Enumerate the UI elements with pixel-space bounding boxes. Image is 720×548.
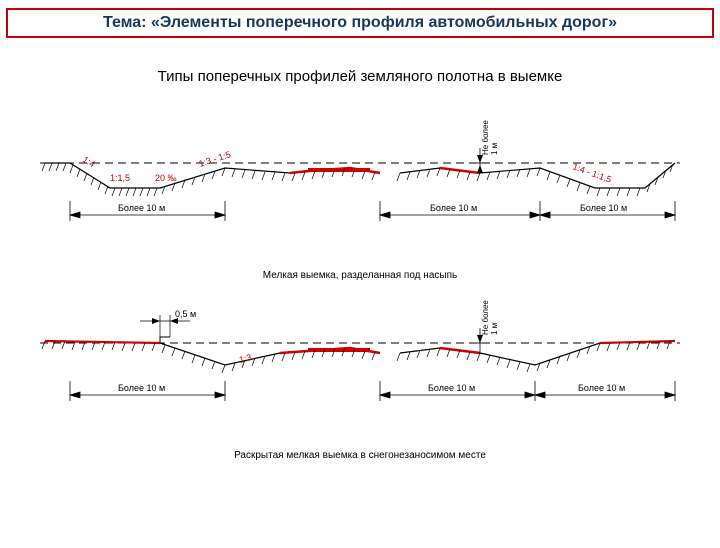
- section-title: Типы поперечных профилей земляного полот…: [35, 68, 685, 85]
- slope-label: 1:1,5: [110, 173, 130, 183]
- banner-text: Тема: «Элементы поперечного профиля авто…: [103, 14, 617, 31]
- caption-1: Мелкая выемка, разделанная под насыпь: [40, 270, 680, 281]
- dim-label: Более 10 м: [580, 203, 627, 213]
- slope-label: 1:3 - 1:5: [198, 149, 233, 169]
- diagram-1: 1:4 1:1,5 20 ‰ 1:3 - 1:5 1:4 - 1:1,5 Не …: [40, 113, 680, 263]
- slope-label: 20 ‰: [155, 173, 177, 183]
- caption-2: Раскрытая мелкая выемка в снегонезаносим…: [40, 450, 680, 461]
- vert-label: Не более: [481, 300, 490, 335]
- dim-label: Более 10 м: [578, 383, 625, 393]
- dim-label: Более 10 м: [430, 203, 477, 213]
- dim-label: Более 10 м: [118, 203, 165, 213]
- title-banner: Тема: «Элементы поперечного профиля авто…: [6, 8, 714, 38]
- vert-label: Не более: [481, 120, 490, 155]
- slope-label: 1:3: [238, 352, 253, 365]
- content-area: Типы поперечных профилей земляного полот…: [0, 38, 720, 443]
- dim-label: Более 10 м: [118, 383, 165, 393]
- dim-label: Более 10 м: [428, 383, 475, 393]
- top-dim: 0,5 м: [175, 309, 196, 319]
- diagram-2: 0,5 м 1:3 Не более 1 м Более 10 м Более: [40, 293, 680, 443]
- vert-label: 1 м: [490, 323, 499, 335]
- slope-label: 1:4: [81, 154, 97, 169]
- vert-label: 1 м: [490, 143, 499, 155]
